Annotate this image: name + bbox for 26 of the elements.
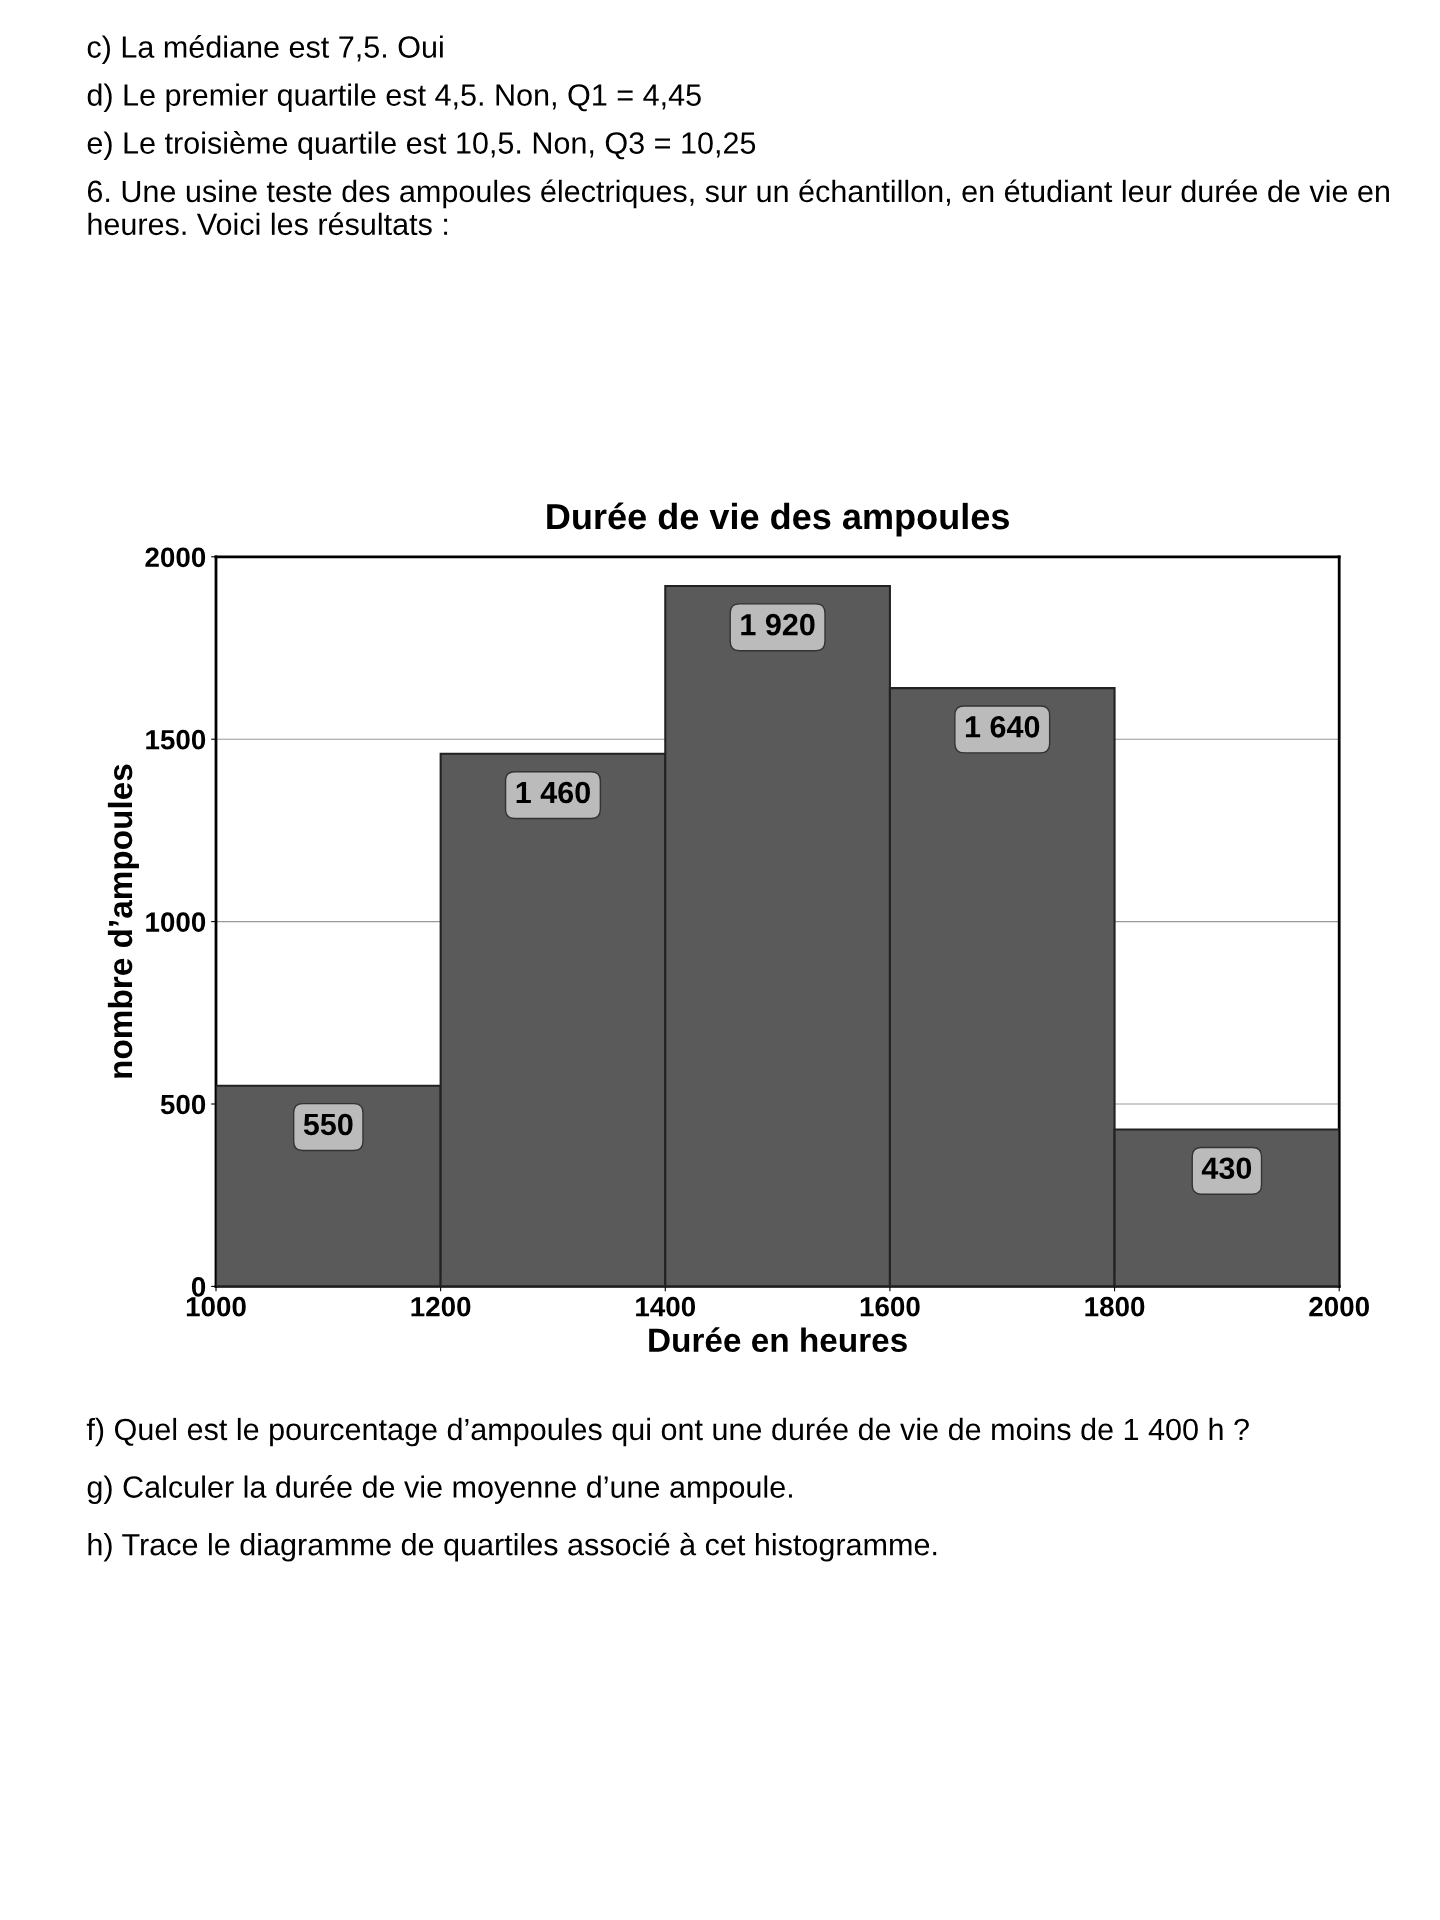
y-tick-label: 2000 [145, 547, 206, 568]
text: f) Quel est le pourcentage d’ampoules qui ont une durée de vie de moins de 1 400 h ? [86, 1417, 1249, 1447]
data-label: 550 [303, 1113, 353, 1136]
chart-title: Durée de vie des ampoules [547, 502, 1009, 537]
chart-subtitle: 6. Une usine teste des ampoules électriques, sur un échantillon, en étudiant leur durée de vie en heures. Voici les résultats : [87, 179, 1389, 236]
text: h) Trace le diagramme de quartiles associé à cet histogramme. [88, 1532, 937, 1562]
x-tick-label: 1800 [1085, 1296, 1145, 1317]
data-label: 1 640 [965, 716, 1040, 738]
data-label: 430 [1201, 1157, 1252, 1180]
y-tick-label: 0 [191, 1277, 206, 1297]
x-tick-label: 1600 [860, 1296, 920, 1317]
text: e) Le troisième quartile est 10,5. Non, Q3 = 10,25 [87, 131, 756, 160]
y-tick-label: 1000 [146, 912, 206, 932]
data-label: 1 460 [516, 781, 590, 804]
text: c) La médiane est 7,5. Oui [87, 35, 443, 64]
x-tick-label: 1200 [411, 1296, 471, 1317]
x-axis-title: Durée en heures [649, 1327, 907, 1353]
y-tick-label: 500 [160, 1094, 206, 1115]
x-tick-label: 2000 [1309, 1296, 1369, 1317]
x-tick-label: 1000 [186, 1296, 246, 1317]
data-label: 1 920 [741, 613, 815, 636]
y-tick-label: 1500 [146, 729, 206, 750]
text: g) Calculer la durée de vie moyenne d’une ampoule. [87, 1475, 792, 1504]
y-axis-title: nombre d’ampoules [107, 764, 139, 1078]
text: d) Le premier quartile est 4,5. Non, Q1 = 4,45 [87, 83, 701, 112]
x-tick-label: 1400 [636, 1296, 696, 1317]
